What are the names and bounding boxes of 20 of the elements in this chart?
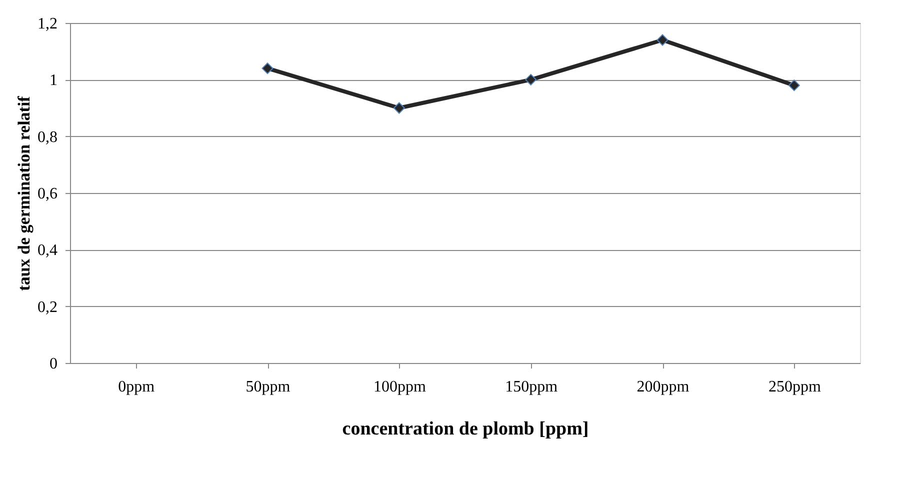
x-tick-label: 50ppm <box>246 378 291 396</box>
x-axis-title: concentration de plomb [ppm] <box>342 418 589 440</box>
y-axis-title: taux de germination relatif <box>14 96 34 291</box>
y-tick-label: 0,4 <box>38 242 58 260</box>
y-tick-label: 0,6 <box>38 186 58 202</box>
x-tick-label: 150ppm <box>505 378 558 396</box>
y-tick-label: 0,2 <box>38 298 58 316</box>
y-tick-label: 0,8 <box>38 128 58 146</box>
y-tick-label: 1,2 <box>38 16 58 32</box>
point <box>393 102 405 114</box>
x-tick-label: 0ppm <box>118 378 156 396</box>
point <box>262 62 274 74</box>
x-tick-label: 100ppm <box>373 378 426 396</box>
y-tick-label: 0 <box>50 356 58 372</box>
x-tick-label: 250ppm <box>768 378 822 396</box>
x-tick-label: 200ppm <box>636 378 690 396</box>
point <box>788 80 800 92</box>
y-tick-label: 1 <box>50 72 58 90</box>
point <box>656 34 668 46</box>
point <box>525 74 537 86</box>
